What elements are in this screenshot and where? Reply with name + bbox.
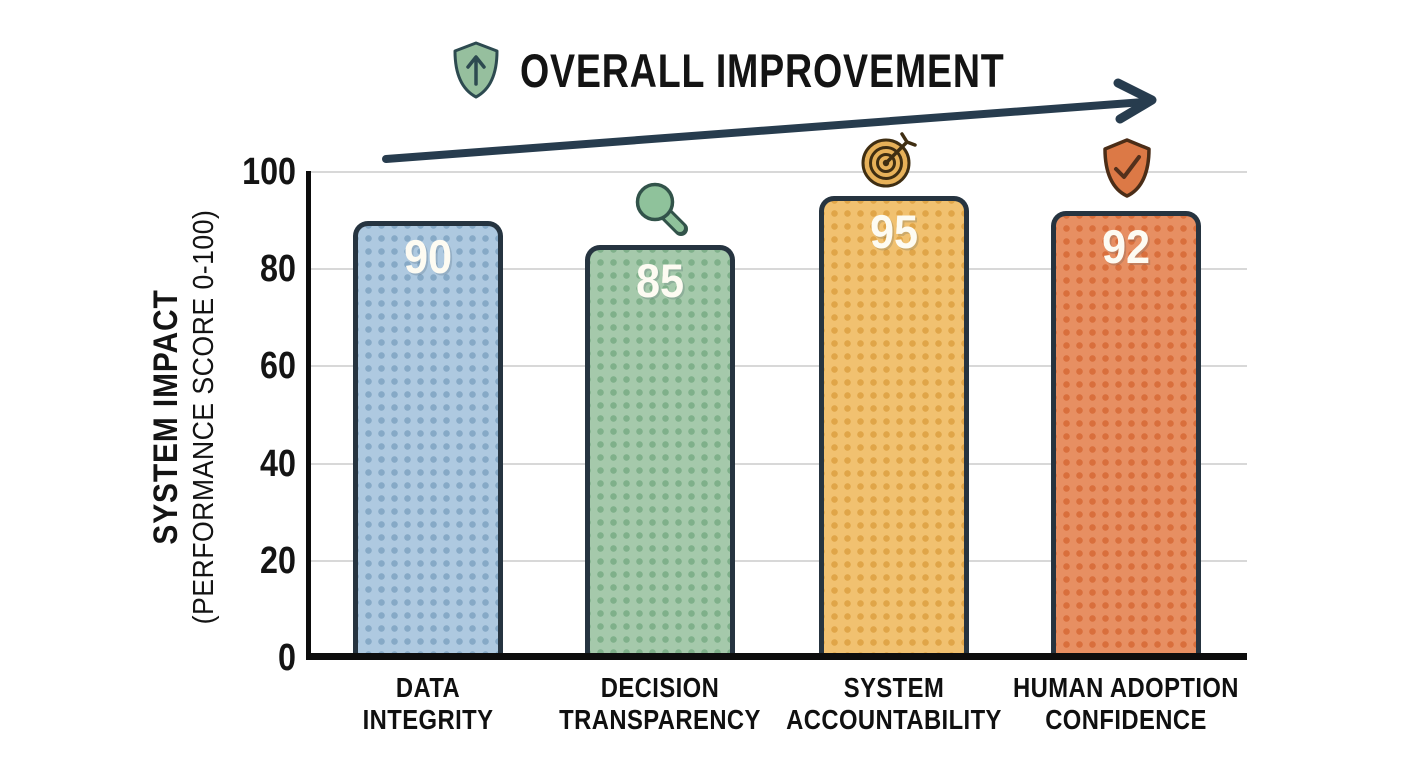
- y-axis-line: [306, 171, 311, 660]
- shield-up-arrow-icon: [450, 40, 502, 100]
- bar-value-label: 92: [1101, 220, 1151, 273]
- y-tick-0: 0: [278, 637, 296, 679]
- y-tick-40: 40: [260, 443, 296, 485]
- y-tick-60: 60: [260, 345, 296, 387]
- magnifier-icon: [630, 180, 692, 238]
- bar-value-label: 95: [869, 205, 919, 258]
- bar-decision-transparency: 85: [585, 245, 735, 658]
- chart-header: OVERALL IMPROVEMENT: [450, 38, 1126, 102]
- y-axis-title-main: SYSTEM IMPACT: [147, 289, 185, 545]
- gridline-60: [308, 365, 1247, 367]
- gridline-80: [308, 268, 1247, 270]
- bar-data-integrity: 90: [353, 221, 503, 658]
- bar-value-label: 85: [635, 254, 685, 307]
- x-axis-line: [306, 653, 1247, 660]
- x-category-label: HUMAN ADOPTION CONFIDENCE: [1013, 672, 1239, 736]
- y-tick-20: 20: [260, 540, 296, 582]
- gridline-100: [308, 171, 1247, 173]
- y-axis-title: SYSTEM IMPACT (PERFORMANCE SCORE 0-100): [147, 137, 237, 697]
- x-category-label: SYSTEM ACCOUNTABILITY: [786, 672, 1002, 736]
- chart-title: OVERALL IMPROVEMENT: [520, 43, 1005, 97]
- gridline-20: [308, 560, 1247, 562]
- gridline-40: [308, 463, 1247, 465]
- x-category-label: DECISION TRANSPARENCY: [559, 672, 761, 736]
- target-icon: [860, 132, 918, 190]
- bar-human-adoption-confidence: 92: [1051, 211, 1201, 658]
- bar-value-label: 90: [403, 230, 453, 283]
- y-tick-80: 80: [260, 248, 296, 290]
- bar-system-accountability: 95: [819, 196, 969, 658]
- y-axis-title-sub: (PERFORMANCE SCORE 0-100): [188, 209, 220, 625]
- shield-check-icon: [1098, 137, 1156, 199]
- x-category-label: DATA INTEGRITY: [362, 672, 494, 736]
- y-tick-100: 100: [242, 151, 296, 193]
